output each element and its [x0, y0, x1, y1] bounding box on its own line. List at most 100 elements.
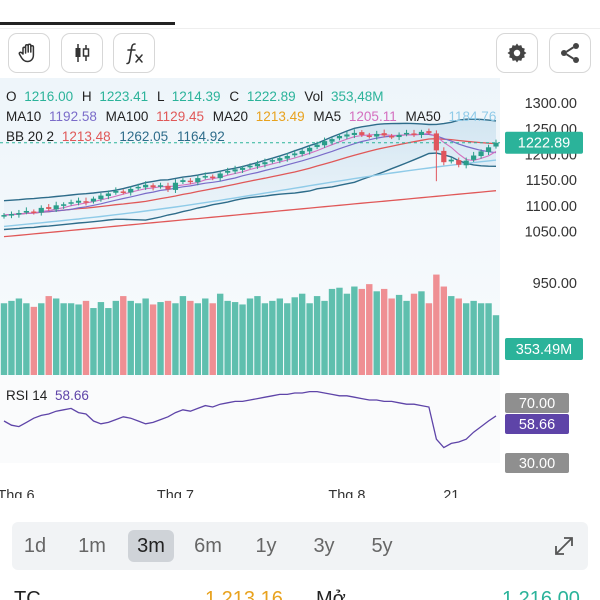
volume-bar [433, 274, 440, 375]
candle-body [23, 210, 29, 213]
timeframe-1y[interactable]: 1y [255, 535, 277, 557]
volume-bar [15, 298, 23, 375]
candle-body [344, 134, 350, 137]
volume-bar [0, 303, 8, 375]
candle-body [418, 131, 425, 135]
candlesticks [1, 128, 499, 219]
candle-body [314, 144, 320, 148]
candle-body [426, 131, 432, 133]
volume-bar [231, 302, 239, 375]
ma50-line [3, 159, 497, 228]
candle-body [441, 150, 447, 163]
expand-icon[interactable] [550, 532, 578, 560]
volume-bar [291, 297, 298, 375]
candle-body [195, 178, 201, 183]
volume-bar [395, 294, 403, 375]
ma20-line [3, 138, 497, 216]
volume-bar [321, 300, 328, 375]
volume-bar [172, 303, 179, 375]
rsi-lower-label: 30.00 [519, 456, 555, 472]
candle-body [68, 202, 74, 204]
volume-bar [455, 298, 462, 375]
candle-body [61, 204, 67, 206]
rsi-background [0, 378, 500, 463]
price-tick-label: 1050.00 [525, 225, 577, 241]
volume-bar [269, 300, 276, 375]
bb-legend: BB 20 2 1213.48 1262.05 1164.92 [6, 129, 225, 144]
candle-body [38, 207, 44, 213]
timeframe-5y[interactable]: 5y [371, 535, 393, 557]
volume-bar [388, 298, 395, 375]
candle-body [105, 193, 111, 197]
volume-bar [8, 300, 15, 375]
candle-body [284, 156, 290, 159]
candle-body [46, 207, 52, 209]
volume-bar [276, 298, 284, 375]
candle-body [202, 176, 208, 178]
volume-bar [127, 300, 134, 375]
volume-bar [187, 300, 194, 375]
volume-bar [224, 300, 231, 375]
quote-summary-row: TC 1,213.16 Mở 1,216.00 [0, 584, 600, 600]
timeframe-3m[interactable]: 3m [128, 530, 174, 562]
bollinger-lower-line [3, 152, 497, 231]
volume-bar [351, 286, 358, 375]
candle-body [277, 158, 283, 161]
candle-body [366, 135, 372, 137]
gear-icon [507, 43, 527, 63]
volume-bar [105, 308, 112, 375]
candle-body [232, 169, 238, 172]
drawing-tool-button[interactable] [8, 33, 50, 73]
share-button[interactable] [549, 33, 591, 73]
candle-body [135, 186, 141, 189]
candle-body [359, 132, 365, 135]
candle-body [90, 198, 97, 202]
volume-bars [0, 274, 500, 375]
volume-bar [254, 296, 261, 375]
timeframe-1d[interactable]: 1d [23, 535, 47, 557]
volume-bar [52, 298, 60, 375]
candle-body [292, 153, 298, 156]
candle-body [456, 160, 462, 165]
volume-bar [142, 298, 149, 375]
legend: O 1216.00 H 1223.41 L 1214.39 C 1222.89 … [6, 89, 496, 403]
volume-bar [313, 296, 321, 375]
volume-bar [164, 300, 172, 375]
volume-bar [448, 296, 455, 375]
hand-icon [18, 43, 35, 63]
candle-body [478, 151, 484, 157]
settings-button[interactable] [496, 33, 538, 73]
volume-bar [306, 303, 313, 375]
candle-body [239, 167, 246, 170]
candle-body [165, 185, 171, 190]
rsi-lower-badge [505, 453, 569, 473]
volume-bar [209, 303, 216, 375]
volume-bar [30, 306, 38, 375]
candle-body [299, 150, 305, 154]
timeframe-6m[interactable]: 6m [194, 535, 222, 557]
volume-bar [134, 303, 142, 375]
indicators-button[interactable] [113, 33, 155, 73]
volume-bar [120, 296, 127, 375]
candle-body [485, 147, 492, 152]
time-tick-label: 21 [443, 488, 459, 498]
time-tick-label: Thg 8 [328, 488, 365, 498]
volume-bar [403, 300, 410, 375]
timeframe-1m[interactable]: 1m [78, 535, 106, 557]
timeframe-3y[interactable]: 3y [313, 535, 335, 557]
open-value: 1,216.00 [502, 588, 580, 600]
price-chart[interactable]: 1300.001250.001200.001150.001100.001050.… [0, 78, 600, 498]
candle-body [254, 163, 261, 167]
volume-bar [410, 293, 418, 375]
volume-bar [157, 302, 164, 375]
candle-body [307, 147, 313, 152]
chart-type-button[interactable] [61, 33, 103, 73]
candle-body [16, 213, 22, 215]
volume-bar [60, 303, 67, 375]
candle-body [329, 139, 335, 142]
top-tab-strip [0, 0, 600, 30]
candle-body [374, 133, 380, 137]
candle-body [180, 180, 186, 182]
candle-body [8, 214, 15, 216]
last-price-badge [505, 131, 583, 154]
